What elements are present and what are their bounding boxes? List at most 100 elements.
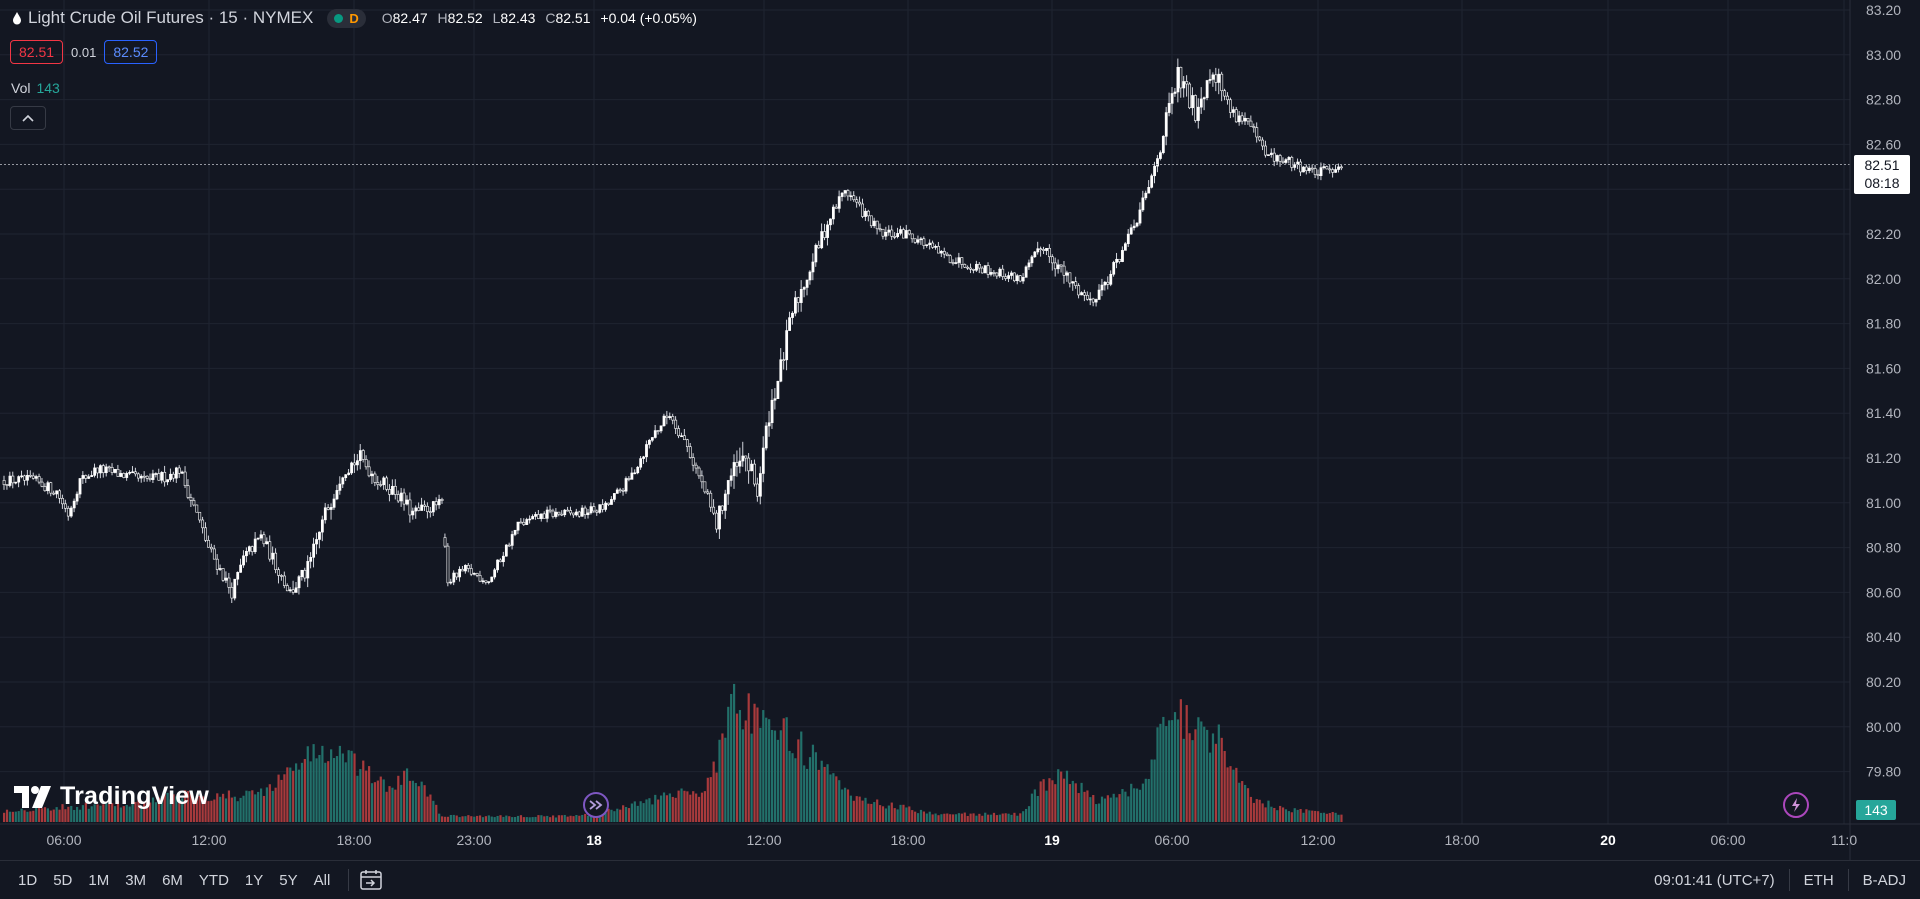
- toolbar-divider: [348, 869, 350, 891]
- candle: [1281, 160, 1285, 163]
- candle: [452, 572, 456, 583]
- volume-bar: [283, 774, 286, 822]
- candle: [1310, 167, 1314, 170]
- range-5y-button[interactable]: 5Y: [279, 871, 298, 889]
- candle: [128, 472, 132, 474]
- volume-bar: [978, 813, 981, 822]
- volume-bar: [309, 761, 312, 822]
- volume-bar: [884, 808, 888, 822]
- candle: [1226, 95, 1229, 101]
- range-1y-button[interactable]: 1Y: [244, 871, 264, 889]
- volume-bar: [668, 793, 671, 822]
- ask-button[interactable]: 82.52: [104, 40, 158, 64]
- candle: [808, 271, 812, 281]
- volume-bar: [750, 733, 753, 822]
- candle: [1080, 292, 1083, 296]
- open-value: 82.47: [392, 10, 428, 26]
- candle: [166, 479, 170, 483]
- range-6m-button[interactable]: 6M: [162, 871, 183, 889]
- clock-timezone[interactable]: 09:01:41 (UTC+7): [1654, 871, 1775, 889]
- volume-bar: [61, 804, 64, 822]
- collapse-legend-button[interactable]: [10, 106, 46, 130]
- volume-bar: [373, 782, 377, 822]
- candle: [694, 464, 698, 469]
- candle: [1007, 275, 1010, 279]
- volume-bar: [353, 753, 356, 822]
- volume-bar: [1162, 716, 1165, 822]
- candle: [545, 509, 549, 519]
- candle: [794, 297, 797, 314]
- candle: [93, 467, 97, 476]
- range-ytd-button[interactable]: YTD: [198, 871, 229, 889]
- candle: [379, 484, 383, 486]
- flash-event-icon[interactable]: [1783, 792, 1809, 818]
- volume-bar: [867, 803, 870, 822]
- volume-bar: [1217, 724, 1220, 822]
- range-1d-button[interactable]: 1D: [18, 871, 38, 889]
- volume-bar: [1147, 778, 1150, 822]
- candle: [972, 269, 975, 271]
- toolbar-divider: [1847, 869, 1849, 891]
- candle: [274, 552, 278, 570]
- candle: [297, 576, 301, 589]
- candle: [1299, 161, 1302, 173]
- candle: [951, 262, 955, 264]
- candle: [1261, 139, 1265, 147]
- volume-legend[interactable]: Vol 143: [11, 80, 60, 96]
- range-3m-button[interactable]: 3M: [125, 871, 147, 889]
- volume-bar: [26, 811, 29, 822]
- candle: [1042, 249, 1046, 251]
- candle: [665, 415, 669, 418]
- volume-bar: [146, 796, 149, 822]
- volume-bar: [1173, 712, 1177, 822]
- candle: [1083, 292, 1086, 296]
- candle: [496, 559, 499, 571]
- candle: [1211, 74, 1215, 80]
- candle: [855, 199, 859, 203]
- candle: [1305, 166, 1308, 171]
- candle: [139, 475, 143, 479]
- volume-bar: [382, 779, 385, 822]
- volume-bar: [1203, 726, 1206, 822]
- candle: [975, 263, 978, 271]
- price-chart[interactable]: 83.2083.0082.8082.6082.4082.2082.0081.80…: [0, 0, 1920, 860]
- volume-bar: [890, 802, 893, 822]
- adjustment-button[interactable]: B-ADJ: [1862, 871, 1906, 889]
- volume-bar: [1340, 814, 1343, 822]
- market-status[interactable]: D: [327, 8, 366, 28]
- candle: [90, 475, 94, 477]
- volume-bar: [236, 801, 239, 822]
- price-tick-label: 80.60: [1866, 584, 1901, 600]
- volume-bar: [1127, 796, 1130, 822]
- candle: [312, 543, 316, 558]
- volume-bar: [84, 802, 87, 822]
- go-to-session-start-icon[interactable]: [583, 792, 609, 818]
- volume-bar: [35, 807, 38, 822]
- volume-bar: [1071, 780, 1074, 822]
- candle: [230, 587, 234, 599]
- volume-bar: [1328, 813, 1331, 822]
- range-all-button[interactable]: All: [313, 871, 331, 889]
- bid-button[interactable]: 82.51: [10, 40, 64, 64]
- volume-bar: [1273, 807, 1276, 822]
- go-to-date-icon[interactable]: [359, 869, 385, 891]
- session-button[interactable]: ETH: [1803, 871, 1834, 889]
- volume-bar: [435, 804, 438, 822]
- volume-bar: [1235, 767, 1238, 822]
- candle: [788, 317, 791, 331]
- candle: [1045, 248, 1048, 251]
- candle: [239, 564, 243, 573]
- volume-bar: [1098, 803, 1101, 822]
- candle: [1249, 120, 1253, 127]
- volume-bar: [505, 815, 508, 822]
- range-5d-button[interactable]: 5D: [53, 871, 73, 889]
- symbol-title[interactable]: Light Crude Oil Futures · 15 · NYMEX: [28, 8, 314, 27]
- candle: [104, 466, 108, 474]
- candle: [253, 538, 257, 553]
- candle: [712, 506, 716, 514]
- candle: [744, 455, 748, 459]
- range-1m-button[interactable]: 1M: [88, 871, 110, 889]
- candle: [653, 430, 657, 438]
- volume-bar: [1165, 726, 1168, 822]
- volume-bar: [359, 769, 362, 822]
